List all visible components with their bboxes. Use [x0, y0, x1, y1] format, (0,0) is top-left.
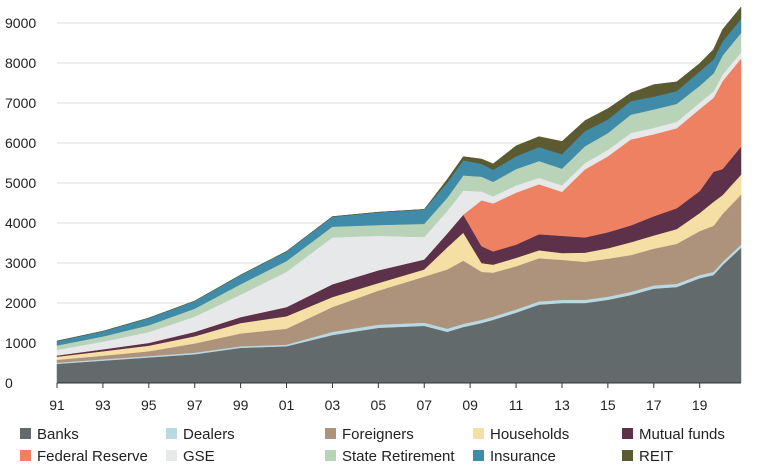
legend-swatch — [166, 450, 177, 461]
legend-swatch — [166, 428, 177, 439]
legend-label: Mutual funds — [639, 426, 725, 443]
y-tick-label: 4000 — [5, 215, 36, 231]
y-tick-label: 1000 — [5, 335, 36, 351]
legend-label: GSE — [183, 448, 215, 465]
x-tick-label: 93 — [95, 397, 111, 413]
legend-label: Federal Reserve — [37, 448, 148, 465]
legend-label: Dealers — [183, 426, 235, 443]
legend-swatch — [325, 428, 336, 439]
series-area-reit — [56, 6, 742, 342]
x-tick-label: 95 — [141, 397, 157, 413]
legend-swatch — [325, 450, 336, 461]
x-tick-label: 11 — [509, 397, 524, 413]
axes: 0 1000 2000 3000 4000 5000 6000 7000 8000 9000 91 9… — [5, 15, 741, 413]
legend-label: Banks — [37, 426, 79, 443]
grid-layer — [57, 22, 741, 344]
x-tick-label: 01 — [279, 397, 295, 413]
y-tick-label: 2000 — [5, 295, 36, 311]
y-tick-label: 6000 — [5, 135, 36, 151]
x-tick-label: 09 — [462, 397, 478, 413]
legend-swatch — [20, 428, 31, 439]
y-tick-label: 0 — [5, 375, 13, 391]
legend-label: Insurance — [490, 448, 556, 465]
x-tick-label: 07 — [416, 397, 432, 413]
x-tick-label: 15 — [600, 397, 616, 413]
legend: Banks Dealers Foreigners Households Mutual f… — [20, 426, 725, 465]
legend-label: REIT — [639, 448, 673, 465]
y-tick-label: 7000 — [5, 95, 36, 111]
legend-swatch — [622, 450, 633, 461]
x-tick-label: 91 — [49, 397, 65, 413]
legend-swatch — [622, 428, 633, 439]
legend-swatch — [473, 450, 484, 461]
legend-swatch — [473, 428, 484, 439]
x-tick-label: 17 — [646, 397, 662, 413]
x-tick-label: 05 — [371, 397, 387, 413]
y-tick-label: 9000 — [5, 15, 36, 31]
y-tick-label: 3000 — [5, 255, 36, 271]
legend-swatch — [20, 450, 31, 461]
x-tick-label: 13 — [554, 397, 570, 413]
y-tick-label: 5000 — [5, 175, 36, 191]
x-tick-label: 19 — [692, 397, 708, 413]
x-tick-label: 97 — [187, 397, 203, 413]
x-tick-label: 03 — [325, 397, 341, 413]
legend-label: Foreigners — [342, 426, 414, 443]
legend-label: Households — [490, 426, 569, 443]
x-tick-label: 99 — [233, 397, 249, 413]
y-tick-label: 8000 — [5, 55, 36, 71]
legend-label: State Retirement — [342, 448, 455, 465]
